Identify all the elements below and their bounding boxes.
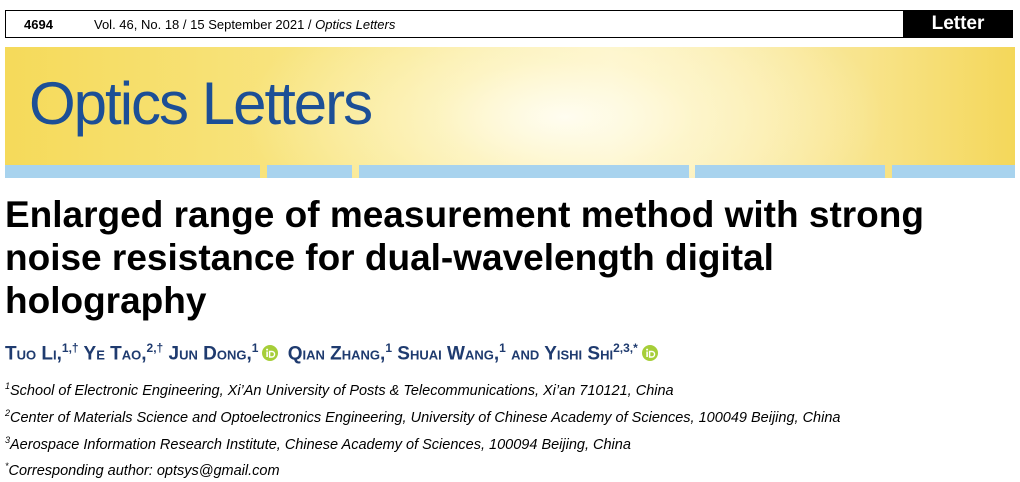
stripe [892,165,1015,178]
author-affiliation-mark: 1,† [61,341,79,355]
article-type: Letter [903,10,1013,38]
author-affiliation-mark: 2,† [146,341,164,355]
author-name: Qian Zhang, [287,343,386,365]
affiliation: *Corresponding author: optsys@gmail.com [5,455,840,482]
author-name: Ye Tao, [83,343,147,365]
affiliations: 1School of Electronic Engineering, Xi’An… [5,375,840,482]
affiliation-mark: 2 [5,407,11,418]
author-name: Tuo Li, [5,343,62,365]
affiliation-mark: 3 [5,434,11,445]
author-affiliation-mark: 1 [251,341,259,355]
affiliation-mark: 1 [5,381,11,391]
article-title: Enlarged range of measurement method wit… [5,194,924,321]
citation-text: Vol. 46, No. 18 / 15 September 2021 / [94,17,316,32]
author-affiliation-mark: 1 [499,341,506,355]
page: Optics Letters header {"header": {"page"… [5,10,1015,480]
running-header: 4694 Vol. 46, No. 18 / 15 September 2021… [5,10,1013,38]
affiliation: 2Center of Materials Science and Optoele… [5,402,840,429]
orcid-icon[interactable] [262,345,279,362]
author-name: Shuai Wang, [397,343,500,365]
affiliation-text: Center of Materials Science and Optoelec… [10,409,841,426]
affiliation: 1School of Electronic Engineering, Xi’An… [5,375,840,402]
stripe [695,165,885,178]
affiliation-text: Corresponding author: optsys@gmail.com [8,463,280,480]
affiliation: 3Aerospace Information Research Institut… [5,429,840,456]
stripe [267,165,352,178]
author-name: and [511,343,540,365]
author-affiliation-mark: 1 [385,341,392,355]
author-affiliation-mark: 2,3,* [613,341,638,355]
banner-title: Optics Letters [29,70,373,137]
journal-banner: Optics Letters [5,47,1015,178]
author-list: Tuo Li,1,† Ye Tao,2,† Jun Dong,1 Qian Zh… [5,341,662,365]
affiliation-text: Aerospace Information Research Institute… [10,436,631,453]
author-name: Yishi Shi [544,343,614,365]
affiliation-text: School of Electronic Engineering, Xi’An … [10,382,674,399]
citation: Vol. 46, No. 18 / 15 September 2021 / Op… [94,17,395,32]
journal-name: Optics Letters [315,17,396,32]
page-number: 4694 [24,17,53,32]
stripe [5,165,260,178]
page-body: 4694 Vol. 46, No. 18 / 15 September 2021… [5,10,1015,480]
stripe [359,165,689,178]
author-name: Jun Dong, [168,343,252,365]
orcid-icon[interactable] [641,345,658,362]
